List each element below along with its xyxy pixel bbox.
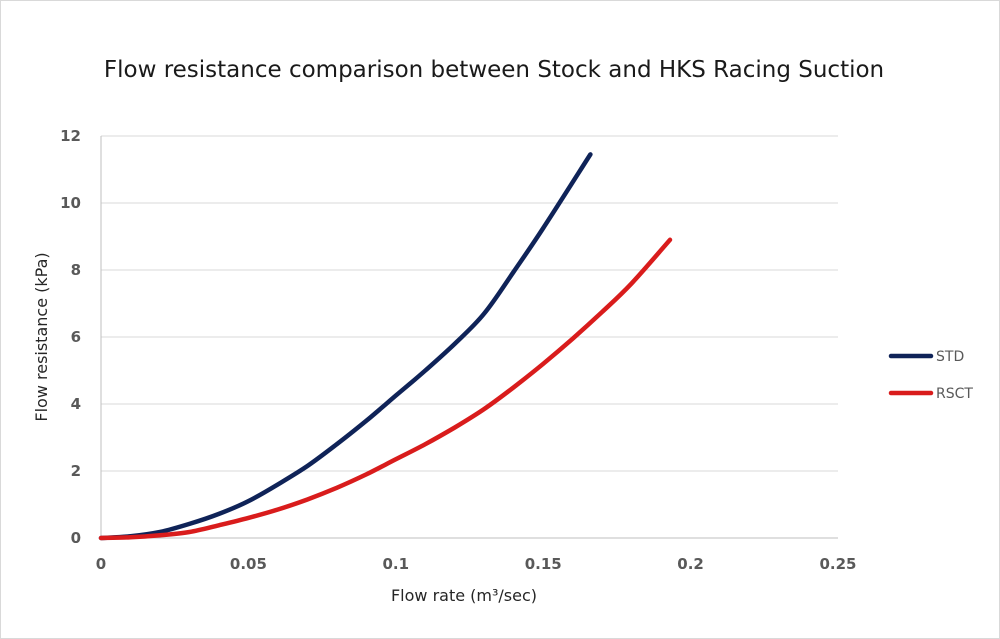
y-tick-label: 4 [71, 395, 81, 413]
y-tick-label: 6 [71, 328, 81, 346]
y-axis-ticks: 0 2 4 6 8 10 12 [60, 127, 81, 547]
x-tick-label: 0.1 [383, 555, 410, 573]
gridlines [100, 135, 838, 539]
x-axis-title: Flow rate (m³/sec) [391, 586, 537, 605]
series-lines [98, 152, 673, 541]
series-line-std [98, 152, 593, 541]
y-tick-label: 12 [60, 127, 81, 145]
x-tick-label: 0.2 [677, 555, 704, 573]
legend-label-rsct: RSCT [936, 386, 973, 402]
legend: STD RSCT [888, 349, 973, 402]
y-tick-label: 2 [71, 462, 81, 480]
x-tick-label: 0.15 [525, 555, 562, 573]
y-tick-label: 0 [71, 529, 81, 547]
y-tick-label: 8 [71, 261, 81, 279]
y-tick-label: 10 [60, 194, 81, 212]
series-line-rsct [98, 237, 673, 541]
y-axis-title: Flow resistance (kPa) [32, 252, 51, 421]
x-axis-ticks: 0 0.05 0.1 0.15 0.2 0.25 [96, 555, 857, 573]
x-tick-label: 0 [96, 555, 106, 573]
x-tick-label: 0.25 [819, 555, 856, 573]
legend-label-std: STD [936, 349, 964, 365]
x-tick-label: 0.05 [230, 555, 267, 573]
chart-title: Flow resistance comparison between Stock… [104, 57, 884, 83]
